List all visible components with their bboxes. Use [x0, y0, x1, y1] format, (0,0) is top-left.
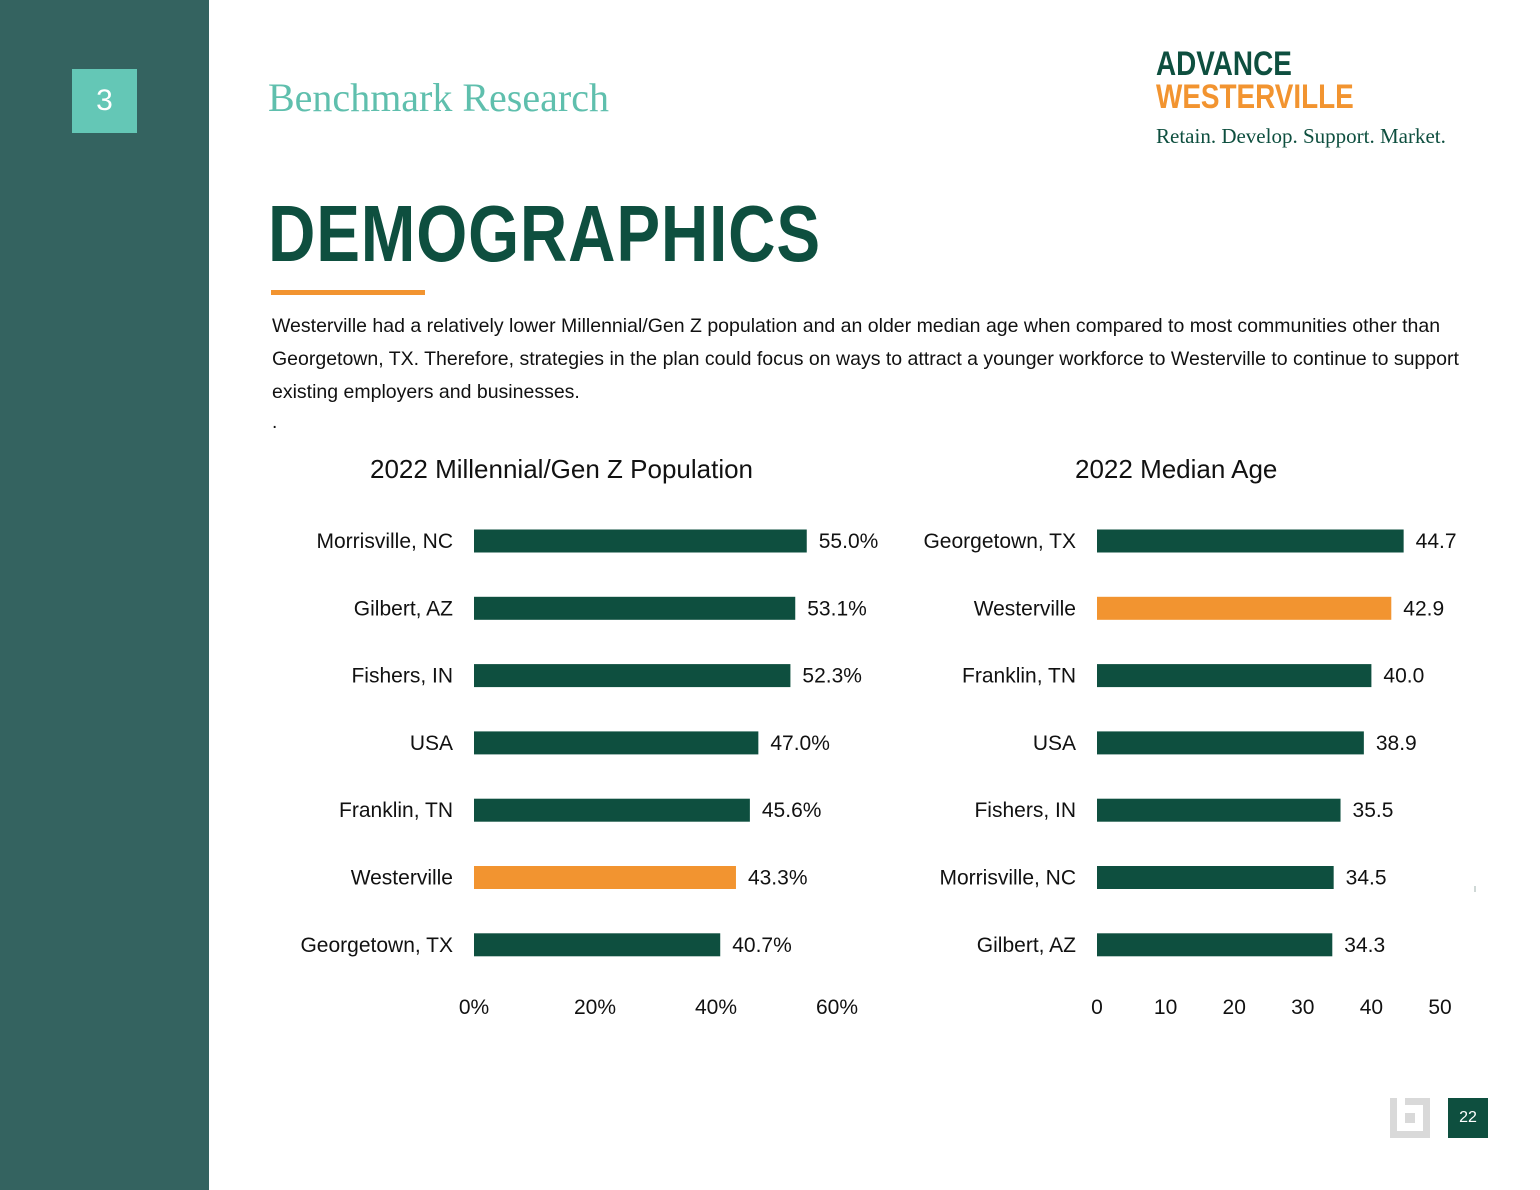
bar — [1097, 933, 1333, 957]
bar — [1097, 731, 1364, 755]
category-label: Georgetown, TX — [923, 530, 1076, 553]
data-label: 45.6% — [762, 799, 822, 822]
logo-tagline: Retain. Develop. Support. Market. — [1156, 124, 1446, 148]
data-label: 55.0% — [819, 530, 879, 553]
category-label: Morrisville, NC — [317, 530, 454, 553]
chart-title: 2022 Median Age — [1075, 454, 1278, 484]
section-title: Benchmark Research — [268, 75, 609, 120]
data-label: 34.5 — [1346, 867, 1387, 890]
category-label: Westerville — [974, 597, 1076, 620]
x-tick-label: 40 — [1360, 996, 1383, 1019]
category-label: Georgetown, TX — [300, 934, 453, 957]
category-label: Fishers, IN — [351, 665, 453, 688]
category-label: USA — [410, 732, 453, 755]
page-heading: DEMOGRAPHICS — [268, 189, 821, 278]
intro-paragraph: Westerville had a relatively lower Mille… — [272, 315, 1459, 403]
data-label: 44.7 — [1416, 530, 1457, 553]
data-label: 34.3 — [1344, 934, 1385, 957]
category-label: Franklin, TN — [962, 665, 1076, 688]
advance-westerville-logo: ADVANCE WESTERVILLE — [1156, 45, 1397, 116]
x-tick-label: 60% — [816, 996, 858, 1019]
median-age-chart: 2022 Median Age Georgetown, TX 44.7 Wester… — [895, 440, 1495, 1040]
bar — [474, 664, 791, 688]
data-label: 35.5 — [1353, 799, 1394, 822]
stray-dot: . — [272, 412, 278, 433]
category-label: Gilbert, AZ — [354, 597, 453, 620]
x-tick-label: 0% — [459, 996, 489, 1019]
data-label: 40.0 — [1383, 665, 1424, 688]
x-tick-label: 10 — [1154, 996, 1177, 1019]
x-tick-label: 50 — [1428, 996, 1451, 1019]
x-tick-label: 0 — [1091, 996, 1103, 1019]
bar-highlight — [474, 866, 736, 889]
category-label: Morrisville, NC — [940, 867, 1077, 890]
data-label: 52.3% — [802, 665, 862, 688]
x-tick-label: 30 — [1291, 996, 1314, 1019]
category-label: USA — [1033, 732, 1076, 755]
chart-title: 2022 Millennial/Gen Z Population — [370, 454, 754, 484]
logo-line-westerville: WESTERVILLE — [1156, 78, 1354, 116]
data-label: 38.9 — [1376, 732, 1417, 755]
bar — [474, 731, 759, 755]
heading-underline — [271, 290, 425, 295]
x-tick-label: 40% — [695, 996, 737, 1019]
median-age-chart-svg: Georgetown, TX 44.7 Westerville 42.9 Frankli… — [923, 529, 1457, 1019]
x-tick-label: 20% — [574, 996, 616, 1019]
millennial-genz-chart-svg: Morrisville, NC 55.0% Gilbert, AZ 53.1% Fish… — [300, 529, 879, 1019]
bar — [1097, 866, 1334, 889]
data-label: 47.0% — [770, 732, 830, 755]
decorative-mark — [1474, 886, 1476, 892]
category-label: Franklin, TN — [339, 799, 453, 822]
bar-highlight — [1097, 596, 1392, 620]
bar — [1097, 529, 1404, 553]
bar — [474, 596, 796, 620]
millennial-genz-chart: 2022 Millennial/Gen Z Population Morrisv… — [270, 440, 890, 1040]
bar — [474, 798, 750, 822]
data-label: 53.1% — [807, 597, 867, 620]
category-label: Fishers, IN — [974, 799, 1076, 822]
section-number-badge: 3 — [72, 69, 137, 133]
data-label: 43.3% — [748, 867, 808, 890]
page-number: 22 — [1448, 1098, 1488, 1138]
bar — [1097, 798, 1341, 822]
bar — [474, 529, 807, 553]
logo-line-advance: ADVANCE — [1156, 45, 1292, 83]
x-tick-label: 20 — [1223, 996, 1246, 1019]
sidebar — [0, 0, 209, 1190]
bar — [1097, 664, 1372, 688]
category-label: Westerville — [351, 867, 453, 890]
data-label: 42.9 — [1403, 597, 1444, 620]
bracket-logo-icon — [1390, 1098, 1430, 1138]
bar — [474, 933, 721, 957]
data-label: 40.7% — [732, 934, 792, 957]
category-label: Gilbert, AZ — [977, 934, 1076, 957]
